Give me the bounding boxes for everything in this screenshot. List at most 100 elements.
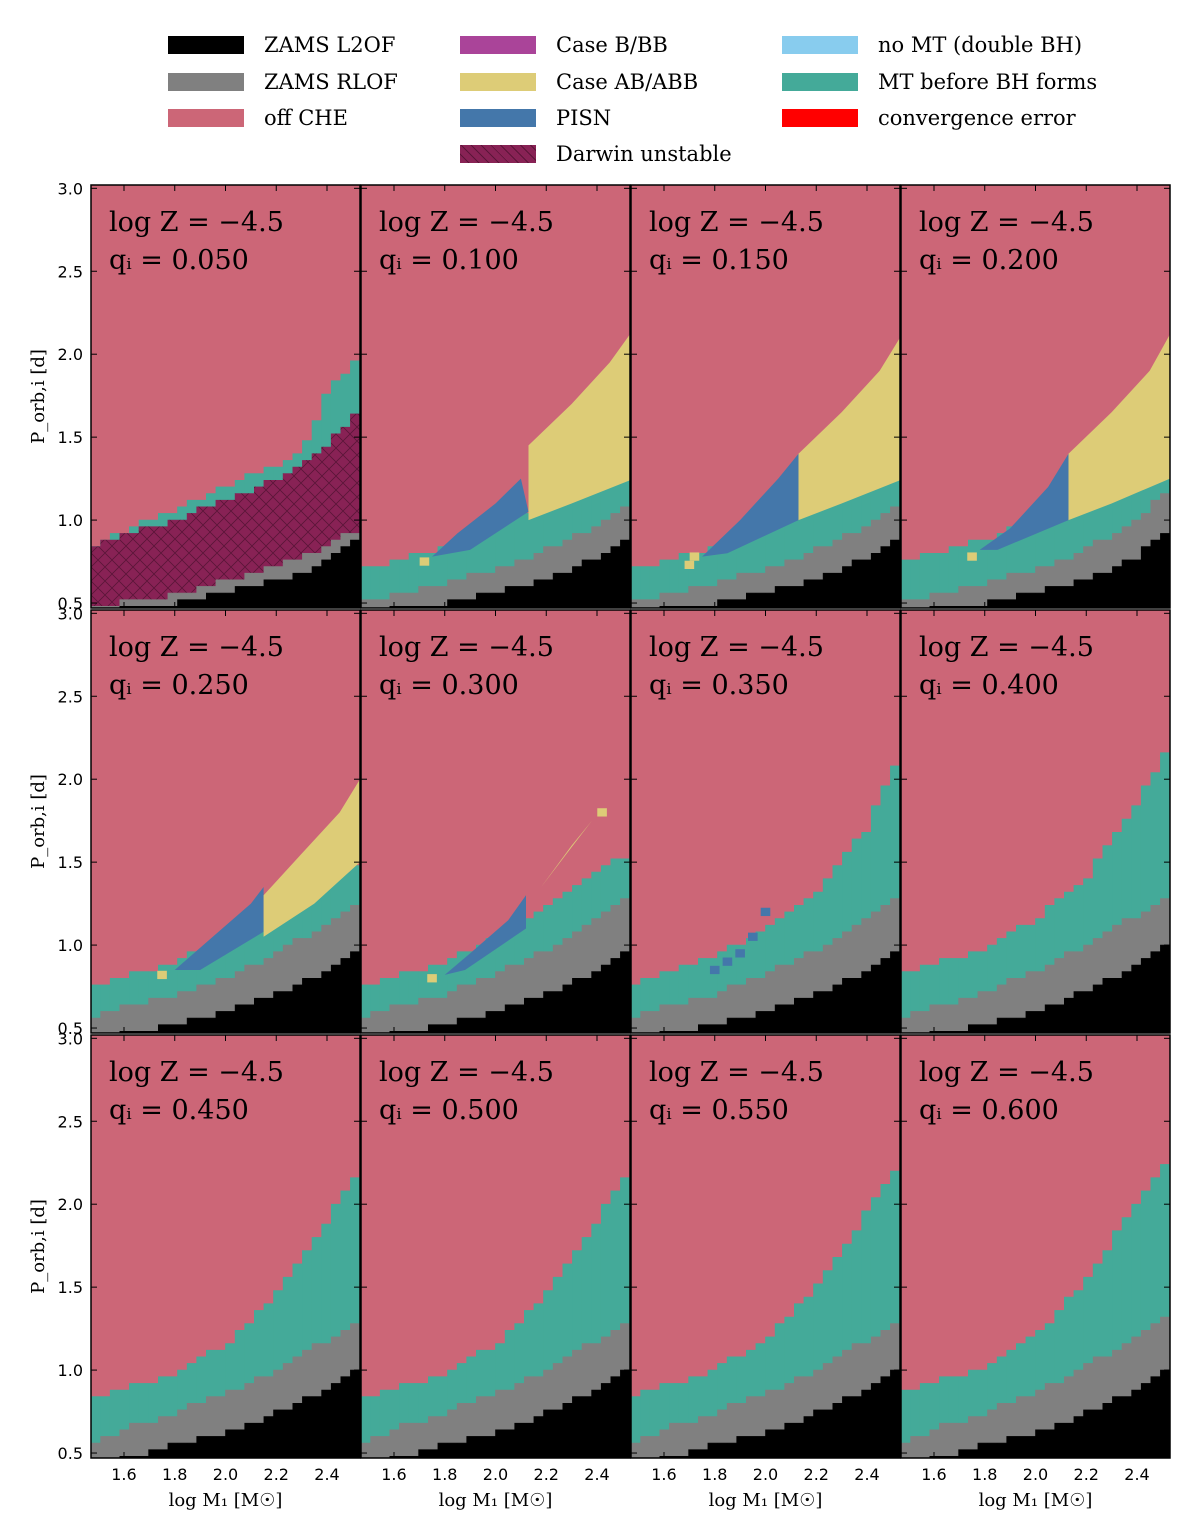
y-tick-label: 2.5 (58, 687, 83, 706)
zams-l2of-region (901, 944, 1170, 1033)
panel-q-label: qᵢ = 0.500 (379, 1095, 519, 1126)
panel-plot-area (631, 610, 900, 1033)
legend-item: PISN (460, 106, 612, 130)
case-ab-cell (689, 552, 700, 561)
case-ab-cell (597, 808, 607, 817)
panel-logz-label: log Z = −4.5 (919, 632, 1094, 663)
legend-swatch (460, 109, 536, 127)
pisn-cell (709, 965, 720, 975)
x-tick-label: 1.8 (702, 1465, 727, 1484)
legend: ZAMS L2OF ZAMS RLOF off CHE Case B/BB Case A… (0, 0, 1200, 180)
case-ab-region (528, 334, 630, 521)
panel-logz-label: log Z = −4.5 (919, 1057, 1094, 1088)
y-tick-label: 2.0 (58, 1195, 83, 1214)
x-tick-label: 2.4 (584, 1465, 609, 1484)
case-ab-region (798, 337, 900, 521)
legend-swatch (460, 145, 536, 163)
zams-l2of-region (631, 1369, 900, 1458)
x-tick-label: 2.4 (854, 1465, 879, 1484)
x-axis-label: log M₁ [M☉] (169, 1490, 283, 1511)
panel-plot-area (901, 185, 1170, 608)
case-ab-region (541, 820, 592, 887)
x-tick-label: 2.0 (753, 1465, 778, 1484)
panel-q-label: qᵢ = 0.350 (649, 670, 789, 701)
x-tick-label: 2.0 (213, 1465, 238, 1484)
panel-q-label: qᵢ = 0.450 (109, 1095, 249, 1126)
x-tick-label: 2.2 (1074, 1465, 1099, 1484)
case-ab-region (263, 779, 360, 937)
x-axis-label: log M₁ [M☉] (709, 1490, 823, 1511)
y-tick-label: 1.5 (58, 853, 83, 872)
zams-l2of-region (631, 951, 900, 1033)
panel: log Z = −4.5 qᵢ = 0.200 (900, 184, 1171, 609)
panel-q-label: qᵢ = 0.300 (379, 670, 519, 701)
legend-swatch (168, 109, 244, 127)
x-tick-label: 2.2 (264, 1465, 289, 1484)
pisn-region (444, 895, 526, 975)
case-ab-region (1068, 334, 1170, 521)
x-tick-label: 2.2 (534, 1465, 559, 1484)
y-tick-label: 3.0 (58, 604, 83, 623)
y-tick-label: 2.5 (58, 1112, 83, 1131)
panel-plot-area (361, 185, 630, 608)
legend-label: Darwin unstable (556, 142, 732, 166)
panel-logz-label: log Z = −4.5 (109, 1057, 284, 1088)
legend-item: Case B/BB (460, 33, 668, 57)
legend-label: off CHE (264, 106, 348, 130)
legend-swatch (460, 73, 536, 91)
pisn-region (979, 453, 1069, 550)
y-axis-label: P_orb,i [d] (28, 1199, 49, 1294)
x-tick-label: 1.6 (381, 1465, 406, 1484)
x-axis-label: log M₁ [M☉] (979, 1490, 1093, 1511)
legend-item: no MT (double BH) (782, 33, 1082, 57)
panel-logz-label: log Z = −4.5 (109, 207, 284, 238)
panel-q-label: qᵢ = 0.250 (109, 670, 249, 701)
legend-swatch (782, 109, 858, 127)
zams-l2of-region (631, 539, 900, 608)
panel-plot-area (901, 1035, 1170, 1458)
legend-label: MT before BH forms (878, 70, 1098, 94)
panel-plot-area (91, 185, 360, 608)
panel-logz-label: log Z = −4.5 (379, 1057, 554, 1088)
y-tick-label: 1.0 (58, 511, 83, 530)
legend-label: convergence error (878, 106, 1076, 130)
y-tick-label: 2.0 (58, 770, 83, 789)
legend-label: ZAMS RLOF (264, 70, 398, 94)
panel-logz-label: log Z = −4.5 (649, 632, 824, 663)
legend-label: Case AB/ABB (556, 70, 699, 94)
pisn-cell (722, 957, 733, 966)
legend-swatch (782, 36, 858, 54)
panel-logz-label: log Z = −4.5 (649, 207, 824, 238)
x-tick-label: 1.6 (921, 1465, 946, 1484)
x-tick-label: 1.8 (972, 1465, 997, 1484)
legend-label: PISN (556, 106, 612, 130)
legend-item: off CHE (168, 106, 348, 130)
legend-item: Darwin unstable (460, 142, 732, 166)
zams-l2of-region (361, 951, 630, 1033)
zams-l2of-region (901, 533, 1170, 608)
panel-q-label: qᵢ = 0.200 (919, 245, 1059, 276)
x-tick-label: 1.6 (111, 1465, 136, 1484)
panel: log Z = −4.5 qᵢ = 0.350 (630, 609, 901, 1034)
y-tick-label: 2.5 (58, 262, 83, 281)
panel-q-label: qᵢ = 0.600 (919, 1095, 1059, 1126)
panel-plot-area (91, 610, 360, 1033)
panel-q-label: qᵢ = 0.400 (919, 670, 1059, 701)
legend-swatch (460, 36, 536, 54)
x-tick-label: 2.2 (804, 1465, 829, 1484)
y-tick-label: 0.5 (58, 1444, 83, 1463)
case-ab-cell (967, 552, 977, 561)
legend-item: MT before BH forms (782, 70, 1098, 94)
x-tick-label: 2.0 (1023, 1465, 1048, 1484)
pisn-cell (748, 932, 758, 941)
x-axis-label: log M₁ [M☉] (439, 1490, 553, 1511)
panel-plot-area (901, 610, 1170, 1033)
pisn-cell (735, 949, 745, 958)
pisn-region (432, 478, 529, 557)
panel-logz-label: log Z = −4.5 (379, 207, 554, 238)
zams-l2of-region (91, 951, 360, 1033)
y-tick-label: 0.5 (58, 594, 83, 613)
panel-q-label: qᵢ = 0.100 (379, 245, 519, 276)
panel-plot-area (631, 185, 900, 608)
